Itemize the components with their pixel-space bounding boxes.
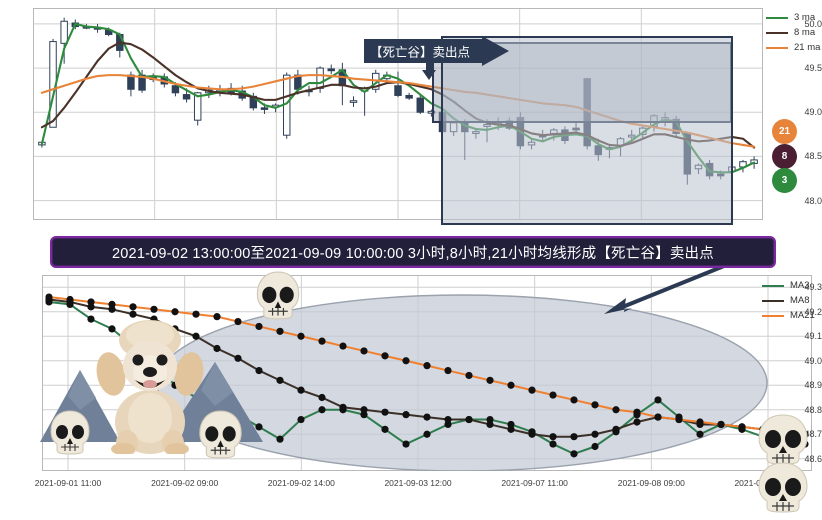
- highlight-box-outer: [441, 36, 733, 225]
- bottom-chart-legend: MA3 MA8 MA21: [762, 278, 815, 323]
- legend-swatch-icon: [766, 46, 788, 49]
- x-tick-label: 2021-09-03 12:00: [384, 478, 452, 488]
- legend-label: 21 ma: [794, 42, 821, 53]
- x-tick-label: 2021-09-07 11:00: [501, 478, 568, 488]
- legend-label: MA21: [790, 310, 815, 321]
- y-tick-label: 49.0: [804, 107, 822, 118]
- signal-title-text: 2021-09-02 13:00:00至2021-09-09 10:00:00 …: [112, 245, 714, 262]
- sell-point-down-arrow: [422, 58, 436, 80]
- annotation-label: 【死亡谷】卖出点: [370, 45, 471, 60]
- ellipse-pointer-arrow: [604, 264, 725, 314]
- bottom-ma-panel: 49.3 49.2 49.1 49.0 48.9 48.8 48.7 48.6 2021-09…: [0, 264, 822, 520]
- x-tick-label: 2021-09-08 09:00: [617, 478, 685, 488]
- legend-item-MA3[interactable]: MA3: [762, 278, 815, 293]
- legend-label: MA3: [790, 280, 810, 291]
- legend-item-8-ma[interactable]: 8 ma: [766, 25, 820, 40]
- y-tick-label: 48.5: [804, 151, 822, 162]
- legend-item-3-ma[interactable]: 3 ma: [766, 10, 820, 25]
- skull-right-icon: [199, 410, 242, 459]
- legend-swatch-icon: [762, 314, 784, 317]
- ma-badge-3[interactable]: 3: [772, 168, 797, 193]
- legend-label: 8 ma: [794, 27, 816, 38]
- x-tick-label: 2021-09-01 11:00: [34, 478, 102, 488]
- arrow-banner-shape: [364, 36, 509, 66]
- legend-label: 3 ma: [794, 12, 816, 23]
- signal-title-banner: 2021-09-02 13:00:00至2021-09-09 10:00:00 …: [50, 236, 776, 268]
- y-tick-label: 48.7: [804, 429, 822, 440]
- top-chart-legend: 3 ma 8 ma 21 ma: [766, 10, 820, 55]
- y-tick-label: 48.8: [804, 404, 822, 415]
- y-tick-label: 49.5: [804, 63, 822, 74]
- y-tick-label: 48.0: [804, 195, 822, 206]
- y-tick-label: 48.6: [804, 453, 822, 464]
- y-tick-label: 49.0: [804, 355, 822, 366]
- legend-item-21-ma[interactable]: 21 ma: [766, 40, 820, 55]
- legend-swatch-icon: [762, 284, 784, 287]
- x-tick-label: 2021-09-02 09:00: [151, 478, 219, 488]
- legend-swatch-icon: [766, 16, 788, 19]
- y-tick-label: 49.2: [804, 306, 822, 317]
- ma-badge-8[interactable]: 8: [772, 144, 797, 169]
- legend-swatch-icon: [762, 299, 784, 302]
- skull-left-icon: [50, 410, 90, 455]
- skull-top-icon: [256, 271, 300, 320]
- legend-label: MA8: [790, 295, 810, 306]
- legend-swatch-icon: [766, 31, 788, 34]
- legend-item-MA8[interactable]: MA8: [762, 293, 815, 308]
- y-tick-label: 48.9: [804, 380, 822, 391]
- y-tick-label: 49.1: [804, 331, 822, 342]
- bottom-x-axis-ticks: 2021-09-01 11:00 2021-09-02 09:00 2021-09-…: [0, 478, 822, 498]
- legend-item-MA21[interactable]: MA21: [762, 308, 815, 323]
- y-tick-label: 49.3: [804, 282, 822, 293]
- ma-badge-21[interactable]: 21: [772, 119, 797, 144]
- y-tick-label: 50.0: [804, 18, 822, 29]
- poodle-icon: [96, 320, 204, 454]
- death-valley-sell-annotation[interactable]: 【死亡谷】卖出点: [364, 36, 509, 66]
- x-tick-label: 2021-09-02 14:00: [267, 478, 335, 488]
- top-candlestick-panel: 50.0 49.5 49.0 48.5 48.0 【死亡谷】卖出点 3 ma 8 ma 21…: [0, 0, 822, 232]
- skull-stack-icon: [758, 414, 808, 513]
